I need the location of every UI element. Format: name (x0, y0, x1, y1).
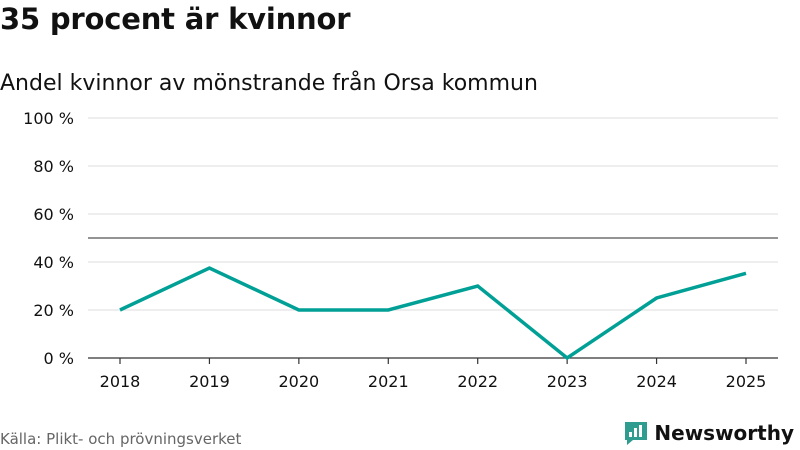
x-tick-label: 2022 (457, 372, 498, 391)
y-tick-label: 80 % (33, 157, 74, 176)
x-tick-label: 2021 (368, 372, 409, 391)
y-tick-label: 20 % (33, 301, 74, 320)
y-tick-label: 0 % (44, 349, 74, 368)
y-tick-label: 60 % (33, 205, 74, 224)
x-tick-label: 2025 (726, 372, 767, 391)
brand-logo: Newsworthy (623, 420, 794, 446)
x-tick-label: 2023 (547, 372, 588, 391)
y-tick-label: 40 % (33, 253, 74, 272)
series-line (119, 266, 747, 361)
x-tick-label: 2024 (636, 372, 677, 391)
brand-name: Newsworthy (654, 421, 794, 445)
newsworthy-icon (625, 422, 648, 445)
line-chart: 0 % 20 % 40 % 60 % 80 % 100 % 2018 2019 2020 2021… (23, 109, 778, 391)
chart-title: 35 procent är kvinnor (0, 2, 351, 36)
y-tick-label: 100 % (23, 109, 74, 128)
chart-subtitle: Andel kvinnor av mönstrande från Orsa ko… (0, 71, 538, 96)
x-tick-label: 2020 (278, 372, 319, 391)
source-note: Källa: Plikt- och prövningsverket (0, 430, 242, 448)
x-tick-label: 2019 (189, 372, 230, 391)
x-tick-label: 2018 (100, 372, 141, 391)
